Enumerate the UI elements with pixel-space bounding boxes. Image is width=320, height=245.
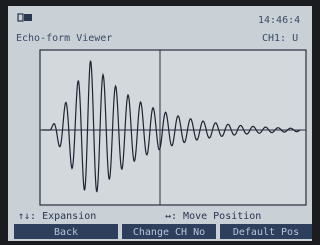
default-pos-label[interactable]: Default Pos	[233, 227, 299, 238]
back-button-label[interactable]: Back	[54, 227, 78, 238]
change-channel-label[interactable]: Change CH No	[133, 227, 205, 238]
channel-label: CH1: U	[262, 33, 298, 44]
hint-expansion: ↑↓: Expansion	[18, 211, 96, 222]
device-screen: 14:46:4 Echo-form Viewer CH1: U ↑↓: Expa…	[0, 0, 312, 241]
hint-move: ↔: Move Position	[165, 211, 261, 222]
clock: 14:46:4	[258, 15, 300, 26]
screen-title: Echo-form Viewer	[16, 33, 112, 44]
